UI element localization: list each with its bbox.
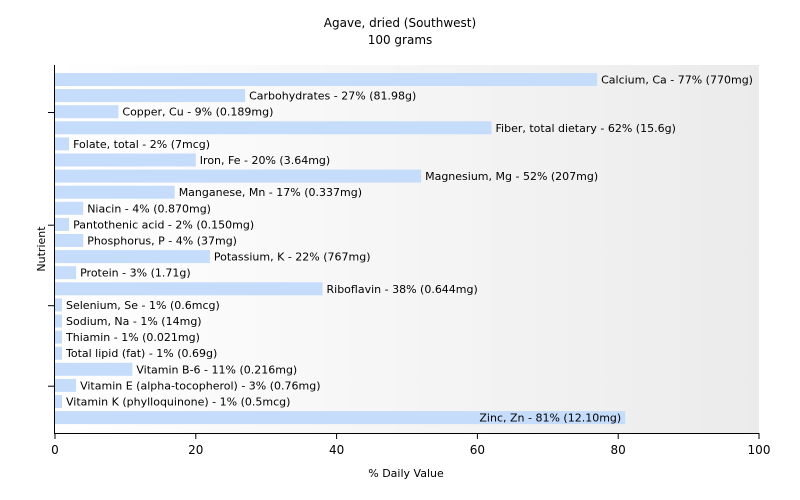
bar-label: Vitamin K (phylloquinone) - 1% (0.5mcg) — [66, 396, 290, 409]
bar-label: Pantothenic acid - 2% (0.150mg) — [73, 218, 254, 231]
bar — [55, 250, 210, 264]
bar-label: Total lipid (fat) - 1% (0.69g) — [65, 347, 217, 360]
bar — [55, 362, 133, 376]
bar — [55, 89, 246, 103]
bar — [55, 105, 119, 119]
bar — [55, 314, 62, 328]
bar — [55, 201, 84, 215]
bar-label: Calcium, Ca - 77% (770mg) — [601, 74, 753, 87]
bar-label: Carbohydrates - 27% (81.98g) — [249, 90, 416, 103]
x-tick-label: 20 — [188, 443, 203, 457]
bar-label: Potassium, K - 22% (767mg) — [214, 251, 371, 264]
bar — [55, 234, 84, 247]
bar-label: Phosphorus, P - 4% (37mg) — [87, 235, 237, 248]
bar — [55, 378, 77, 392]
bar-label: Niacin - 4% (0.870mg) — [87, 202, 211, 215]
bar-label: Folate, total - 2% (7mcg) — [73, 138, 210, 151]
x-tick-label: 100 — [748, 443, 771, 457]
bar-label: Riboflavin - 38% (0.644mg) — [327, 283, 478, 296]
bar — [55, 185, 175, 199]
bar-label: Copper, Cu - 9% (0.189mg) — [122, 106, 273, 119]
x-ticks-group: 0 20 40 60 80 100 — [51, 433, 770, 457]
bar-label: Zinc, Zn - 81% (12.10mg) — [479, 412, 621, 425]
bar-label: Selenium, Se - 1% (0.6mcg) — [66, 299, 220, 312]
bar-label: Sodium, Na - 1% (14mg) — [66, 315, 202, 328]
bar — [55, 137, 70, 151]
bar — [55, 169, 422, 183]
plot-background — [55, 65, 759, 433]
bar — [55, 330, 62, 344]
bar-label: Manganese, Mn - 17% (0.337mg) — [179, 186, 362, 199]
bar-label: Vitamin E (alpha-tocopherol) - 3% (0.76m… — [80, 379, 320, 392]
bar-label: Iron, Fe - 20% (3.64mg) — [200, 154, 330, 167]
bar-label: Magnesium, Mg - 52% (207mg) — [425, 170, 598, 183]
x-tick-label: 40 — [329, 443, 344, 457]
x-tick-label: 80 — [611, 443, 626, 457]
bar-labels-group: Calcium, Ca - 77% (770mg) Carbohydrates -… — [65, 74, 753, 425]
chart-title: Agave, dried (Southwest) — [324, 16, 476, 30]
bar — [55, 411, 626, 425]
chart-subtitle: 100 grams — [368, 33, 433, 47]
y-ticks-group — [48, 112, 55, 387]
y-axis-label: Nutrient — [35, 226, 48, 272]
bar — [55, 153, 196, 167]
bar — [55, 346, 62, 360]
bar — [55, 395, 62, 408]
bar — [55, 217, 70, 231]
x-axis-label: % Daily Value — [368, 467, 444, 480]
bar-label: Vitamin B-6 - 11% (0.216mg) — [136, 363, 297, 376]
bar — [55, 73, 598, 86]
bar — [55, 266, 77, 280]
bar — [55, 282, 323, 296]
bar — [55, 121, 492, 135]
bar-label: Fiber, total dietary - 62% (15.6g) — [496, 122, 676, 135]
x-tick-label: 60 — [470, 443, 485, 457]
bar-label: Protein - 3% (1.71g) — [80, 267, 191, 280]
x-tick-label: 0 — [51, 443, 59, 457]
bars-group — [55, 73, 626, 425]
bar-label: Thiamin - 1% (0.021mg) — [65, 331, 200, 344]
bar — [55, 298, 62, 312]
